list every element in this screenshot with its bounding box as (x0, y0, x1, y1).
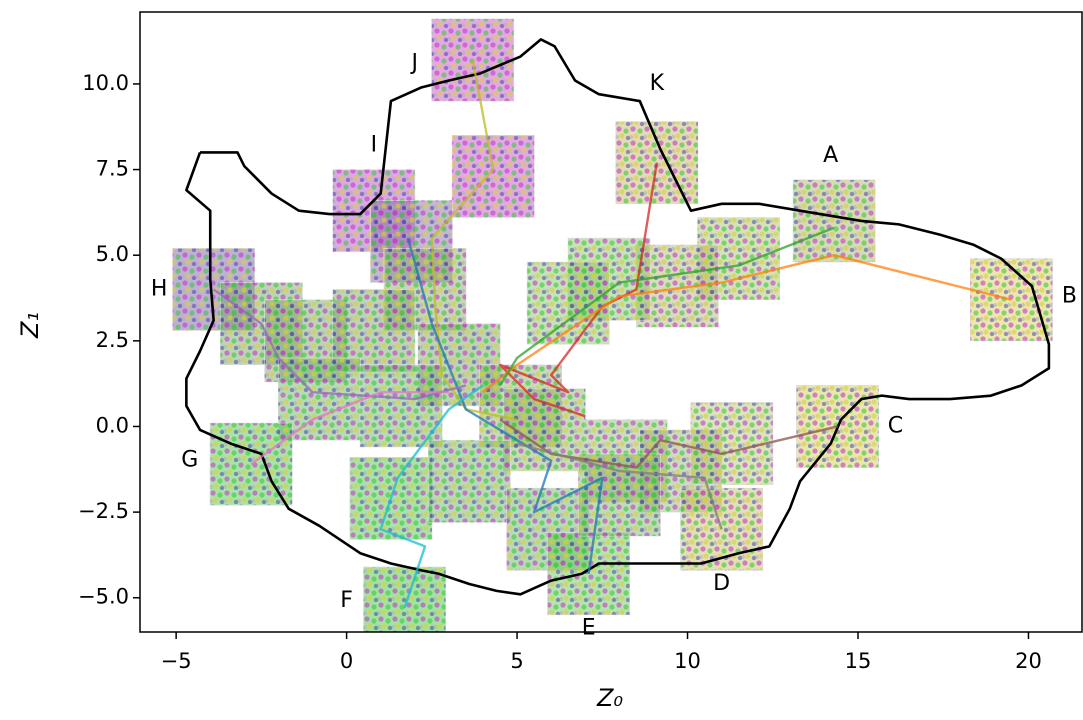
x-axis-label: Z₀ (596, 684, 623, 712)
thumbnail (432, 19, 514, 101)
thumbnail-texture (428, 440, 510, 522)
point-label: H (151, 276, 168, 301)
x-tick-label: 15 (845, 649, 872, 673)
point-label: E (582, 616, 596, 641)
x-tick-label: 5 (510, 649, 523, 673)
chart: Z₀ Z₁ −5 0 5 10 15 20 −5.0 −2.5 0.0 2.5 5.0 7.5 10.0… (0, 0, 1083, 716)
thumbnail-texture (432, 19, 514, 101)
y-tick-label: 2.5 (96, 328, 129, 352)
point-label: C (888, 413, 903, 438)
y-tick-label: 7.5 (96, 157, 129, 181)
y-tick-label: 5.0 (96, 242, 129, 266)
x-tick-label: −5 (161, 649, 192, 673)
point-label: D (713, 571, 730, 596)
plot-area (173, 19, 1053, 649)
thumbnail (452, 135, 534, 217)
thumbnail-texture (578, 454, 660, 536)
point-label: K (650, 71, 665, 96)
thumbnail-texture (452, 135, 534, 217)
point-label: J (410, 50, 419, 75)
y-tick-label: −2.5 (78, 499, 129, 523)
y-tick-label: −5.0 (78, 585, 129, 609)
point-label: G (181, 448, 198, 473)
thumbnail (428, 440, 510, 522)
y-tick-label: 10.0 (82, 71, 129, 95)
y-axis-label: Z₁ (16, 312, 44, 339)
x-tick-label: 10 (674, 649, 701, 673)
point-label: F (340, 588, 353, 613)
point-label: I (371, 133, 378, 158)
x-tick-label: 20 (1015, 649, 1042, 673)
point-label: A (823, 143, 838, 168)
point-label: B (1062, 283, 1077, 308)
thumbnail (578, 454, 660, 536)
x-tick-label: 0 (340, 649, 353, 673)
y-tick-label: 0.0 (96, 413, 129, 437)
